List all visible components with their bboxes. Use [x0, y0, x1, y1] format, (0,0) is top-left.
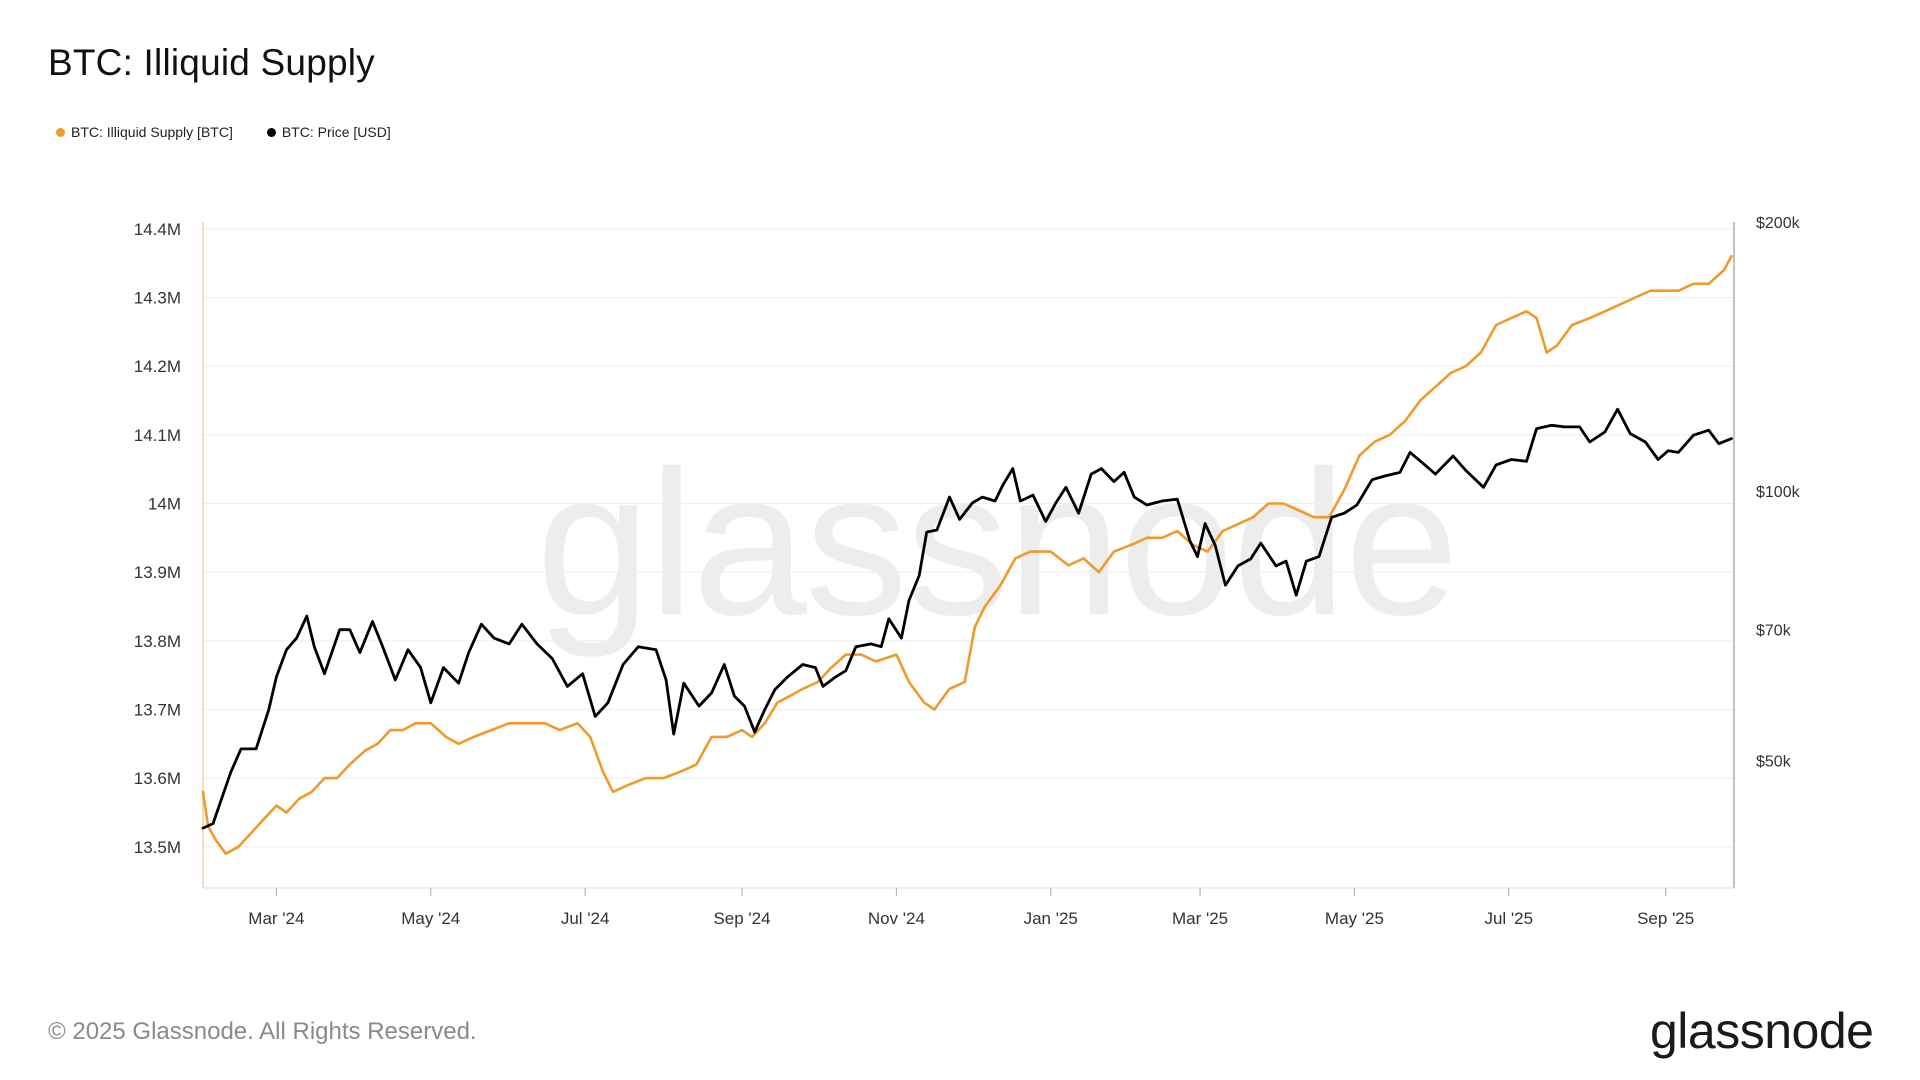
- copyright-text: © 2025 Glassnode. All Rights Reserved.: [48, 1018, 477, 1045]
- x-tick-label: May '25: [1325, 909, 1384, 928]
- chart-title: BTC: Illiquid Supply: [48, 42, 375, 83]
- legend-dot-price: [266, 127, 276, 137]
- y-right-tick-label: $100k: [1756, 484, 1801, 501]
- y-left-tick-label: 13.7M: [134, 700, 181, 719]
- legend-dot-supply: [56, 127, 65, 137]
- chart-series-layer: [201, 255, 1733, 855]
- y-left-tick-label: 14.3M: [134, 289, 181, 308]
- y-left-tick-label: 13.9M: [134, 563, 181, 582]
- chart-grid: [203, 228, 1734, 848]
- legend-item-supply[interactable]: BTC: Illiquid Supply [BTC]: [56, 124, 233, 140]
- chart-legend: BTC: Illiquid Supply [BTC] BTC: Price [U…: [56, 124, 391, 140]
- series-line-price: [201, 407, 1733, 830]
- y-left-tick-label: 14.1M: [134, 426, 181, 445]
- legend-label-supply: BTC: Illiquid Supply [BTC]: [71, 124, 233, 140]
- y-left-tick-label: 14.4M: [134, 220, 181, 239]
- y-left-tick-label: 14M: [148, 495, 181, 514]
- series-line-illiquid-supply: [201, 255, 1733, 855]
- x-tick-label: May '24: [401, 909, 460, 928]
- x-tick-label: Jan '25: [1024, 909, 1078, 928]
- x-tick-label: Mar '24: [248, 909, 304, 928]
- y-right-tick-label: $70k: [1756, 623, 1792, 640]
- y-left-tick-label: 13.5M: [134, 838, 181, 857]
- x-tick-label: Jul '24: [561, 909, 610, 928]
- x-tick-label: Sep '24: [713, 909, 770, 928]
- y-right-tick-label: $200k: [1756, 215, 1801, 232]
- chart-tick-labels: 13.5M 13.6M 13.7M 13.8M 13.9M 14M 14.1M 14.2M 14…: [134, 215, 1801, 928]
- glassnode-logo[interactable]: glassnode: [1650, 1003, 1874, 1059]
- chart-axes: [202, 222, 1735, 896]
- legend-label-price: BTC: Price [USD]: [281, 124, 391, 140]
- y-left-tick-label: 14.2M: [134, 357, 181, 376]
- x-tick-label: Sep '25: [1637, 909, 1694, 928]
- x-tick-label: Jul '25: [1484, 909, 1533, 928]
- legend-item-price[interactable]: BTC: Price [USD]: [266, 124, 391, 140]
- x-tick-label: Nov '24: [868, 909, 925, 928]
- y-left-tick-label: 13.6M: [134, 769, 181, 788]
- y-left-tick-label: 13.8M: [134, 632, 181, 651]
- y-right-tick-label: $50k: [1756, 753, 1792, 770]
- x-tick-label: Mar '25: [1172, 909, 1228, 928]
